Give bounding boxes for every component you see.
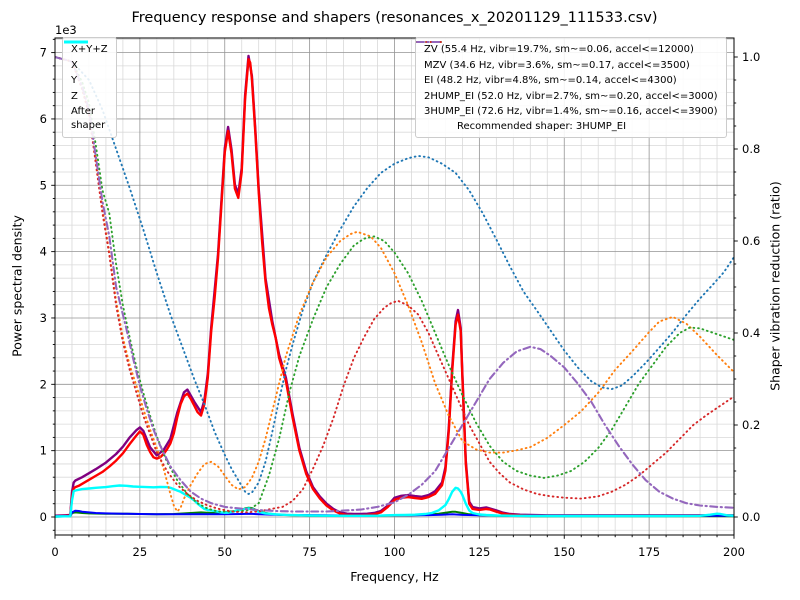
legend-line-sample (64, 40, 88, 44)
legend-item-Z: Z (64, 40, 108, 105)
series-group (55, 54, 734, 518)
chart-title: Frequency response and shapers (resonanc… (131, 10, 658, 26)
legend-item-label: EI (48.2 Hz, vibr=4.8%, sm~=0.14, accel<… (424, 75, 677, 87)
legend-item-MZV: MZV (34.6 Hz, vibr=3.6%, sm~=0.17, accel… (416, 41, 718, 74)
y-left-tick-label: 1 (40, 444, 47, 458)
x-axis-label: Frequency, Hz (350, 569, 439, 584)
x-tick-label: 50 (217, 545, 232, 559)
series-EI (55, 56, 734, 513)
y-left-tick-label: 6 (40, 112, 47, 126)
x-tick-label: 0 (51, 545, 58, 559)
x-tick-label: 200 (723, 545, 745, 559)
y-right-tick-label: 0.6 (742, 234, 760, 248)
y-left-tick-label: 2 (40, 377, 47, 391)
x-tick-label: 125 (468, 545, 490, 559)
y-left-tick-label: 4 (40, 245, 47, 259)
legend-item-label: Y (71, 75, 78, 87)
legend-item-label: After shaper (71, 106, 106, 131)
y-left-tick-label: 7 (40, 46, 47, 60)
y-right-tick-label: 1.0 (742, 50, 760, 64)
y-axis-label-left: Power spectral density (9, 215, 25, 357)
x-tick-label: 25 (133, 545, 148, 559)
legend-item-After: After shaper (64, 40, 108, 133)
legend-item-3HUMP_EI: 3HUMP_EI (72.6 Hz, vibr=1.4%, sm~=0.16, … (416, 41, 718, 120)
x-tick-label: 175 (638, 545, 660, 559)
y-right-tick-label: 0.0 (742, 510, 760, 524)
legend-item-ZV: ZV (55.4 Hz, vibr=19.7%, sm~=0.06, accel… (416, 41, 718, 58)
legend-item-label: MZV (34.6 Hz, vibr=3.6%, sm~=0.17, accel… (424, 59, 690, 71)
x-tick-label: 150 (553, 545, 575, 559)
legend-psd: X+Y+Z X Y Z After shaper (62, 37, 117, 138)
y-axis-label-right: Shaper vibration reduction (ratio) (767, 181, 783, 391)
legend-item-label: 2HUMP_EI (52.0 Hz, vibr=2.7%, sm~=0.20, … (424, 90, 718, 102)
legend-line-sample (416, 41, 442, 43)
legend-item-EI: EI (48.2 Hz, vibr=4.8%, sm~=0.14, accel<… (416, 41, 718, 89)
legend-item-label: X+Y+Z (71, 44, 108, 56)
y-right-tick-label: 0.2 (742, 418, 760, 432)
series-3HUMP_EI (55, 55, 734, 513)
y-axis-offset-text: 1e3 (55, 23, 77, 37)
y-right-tick-label: 0.8 (742, 142, 760, 156)
y-right-tick-label: 0.4 (742, 326, 760, 340)
y-left-tick-label: 3 (40, 311, 47, 325)
legend-item-label: X (71, 59, 78, 71)
x-tick-label: 75 (302, 545, 317, 559)
legend-item-Y: Y (64, 40, 108, 89)
series-2HUMP_EI (55, 56, 734, 514)
x-tick-label: 100 (384, 545, 406, 559)
legend-recommended-note: Recommended shaper: 3HUMP_EI (457, 120, 627, 132)
legend-item-label: ZV (55.4 Hz, vibr=19.7%, sm~=0.06, accel… (424, 44, 694, 56)
series-ZV (55, 56, 734, 495)
grid-minor (55, 38, 734, 535)
legend-item-label: Z (71, 90, 78, 102)
legend-item-label: 3HUMP_EI (72.6 Hz, vibr=1.4%, sm~=0.16, … (424, 106, 718, 118)
series-MZV (55, 56, 734, 513)
y-left-tick-label: 5 (40, 178, 47, 192)
legend-shapers: ZV (55.4 Hz, vibr=19.7%, sm~=0.06, accel… (415, 37, 727, 138)
series-X (55, 58, 734, 518)
tick-labels: 0 25 50 75 100 125 150 175 200 0 1 2 3 4 5 6 7 0.0 0.2 0.4 0… (40, 46, 761, 559)
legend-item-2HUMP_EI: 2HUMP_EI (52.0 Hz, vibr=2.7%, sm~=0.20, … (416, 41, 718, 105)
legend-item-X: X (64, 40, 108, 74)
tick-marks (51, 38, 738, 539)
y-left-tick-label: 0 (40, 510, 47, 524)
